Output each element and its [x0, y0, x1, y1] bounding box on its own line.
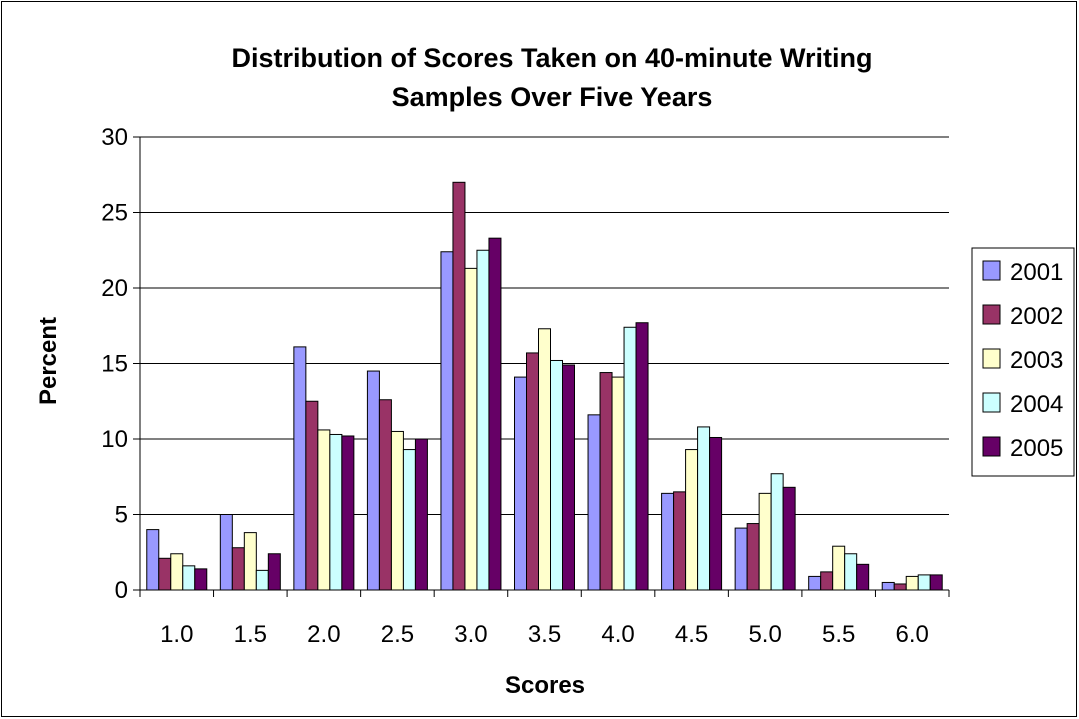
x-tick-label: 3.0 — [454, 621, 487, 648]
legend-swatch-2005 — [982, 436, 1001, 457]
bar-2003-2.0 — [317, 429, 331, 591]
bar-2001-1.0 — [146, 529, 160, 591]
x-tick-label: 6.0 — [896, 621, 929, 648]
bar-2005-4.5 — [709, 436, 723, 591]
bar-2003-2.5 — [390, 430, 404, 591]
bar-2004-3.0 — [476, 249, 490, 591]
bar-2004-2.5 — [402, 449, 416, 591]
bar-2005-3.5 — [562, 364, 575, 591]
bar-2003-1.5 — [243, 532, 257, 591]
bar-2001-2.0 — [293, 346, 307, 591]
bar-2005-3.0 — [488, 237, 502, 591]
chart-title-line-2: Samples Over Five Years — [392, 82, 713, 112]
legend-swatch-2004 — [982, 392, 1001, 413]
bar-2001-4.0 — [587, 414, 601, 591]
chart-title-line-1: Distribution of Scores Taken on 40-minut… — [231, 43, 872, 73]
bar-2002-2.0 — [305, 400, 319, 591]
legend-label-2003: 2003 — [1010, 347, 1063, 374]
legend: 2001 2002 2003 2004 2005 — [971, 247, 1075, 477]
bar-2003-4.5 — [685, 449, 699, 591]
bar-2004-3.5 — [550, 359, 563, 591]
x-tick-label: 4.5 — [675, 621, 708, 648]
x-tick-label: 1.0 — [160, 621, 193, 648]
bar-2005-4.0 — [635, 322, 649, 591]
y-axis-title: Percent — [35, 317, 62, 405]
bars — [146, 181, 943, 591]
bar-2003-5.5 — [832, 545, 846, 591]
bar-2004-1.0 — [182, 565, 196, 591]
y-tick-label: 20 — [101, 275, 128, 302]
legend-label-2005: 2005 — [1010, 435, 1063, 462]
bar-2004-5.5 — [844, 553, 858, 591]
bar-2005-5.5 — [856, 563, 870, 591]
x-tick-label: 2.0 — [307, 621, 340, 648]
bar-2001-3.0 — [440, 251, 454, 591]
x-tick-label: 5.0 — [748, 621, 781, 648]
y-tick-label: 15 — [101, 351, 128, 378]
bar-2002-4.5 — [673, 491, 687, 591]
x-tick-label: 1.5 — [234, 621, 267, 648]
x-tick-label: 2.5 — [381, 621, 414, 648]
bar-2004-5.0 — [770, 473, 784, 591]
bar-2001-4.5 — [661, 492, 675, 591]
bar-2002-4.0 — [599, 372, 613, 591]
y-tick-label: 25 — [101, 200, 128, 227]
bar-2001-1.5 — [219, 514, 233, 591]
bar-2002-3.5 — [526, 352, 539, 591]
legend-label-2001: 2001 — [1010, 259, 1063, 286]
x-tick-label: 3.5 — [528, 621, 561, 648]
bar-2002-2.5 — [378, 399, 392, 591]
bar-2004-2.0 — [329, 433, 343, 591]
legend-label-2002: 2002 — [1010, 303, 1063, 330]
bar-2003-3.0 — [464, 267, 478, 591]
bar-2004-1.5 — [255, 569, 269, 591]
bar-2003-3.5 — [538, 328, 551, 591]
bar-2001-2.5 — [366, 370, 380, 591]
bar-2003-6.0 — [905, 575, 919, 591]
legend-swatch-2001 — [982, 260, 1001, 281]
x-axis-ticks: 1.0 1.5 2.0 2.5 3.0 3.5 4.0 4.5 5.0 5.5 6.0 — [139, 590, 950, 648]
x-tick-label: 4.0 — [601, 621, 634, 648]
x-axis-title: Scores — [505, 672, 585, 699]
bar-2004-6.0 — [917, 574, 931, 591]
bar-2001-6.0 — [881, 581, 895, 591]
bar-2005-2.0 — [341, 435, 355, 591]
x-tick-label: 5.5 — [822, 621, 855, 648]
bar-2002-3.0 — [452, 181, 466, 591]
bar-2001-5.5 — [808, 575, 822, 591]
bar-2002-6.0 — [893, 583, 907, 591]
bar-2005-1.0 — [194, 568, 208, 591]
bar-2002-1.5 — [231, 547, 245, 591]
bar-2002-5.0 — [746, 523, 760, 591]
legend-swatch-2002 — [982, 304, 1001, 325]
bar-2003-4.0 — [611, 376, 625, 591]
bar-2002-5.5 — [820, 571, 834, 591]
bar-2001-3.5 — [514, 376, 527, 591]
bar-2004-4.5 — [697, 426, 711, 591]
bar-2004-4.0 — [623, 326, 637, 591]
legend-label-2004: 2004 — [1010, 391, 1063, 418]
bar-2003-1.0 — [170, 553, 184, 591]
bar-2005-5.0 — [782, 486, 796, 591]
y-tick-label: 10 — [101, 426, 128, 453]
bar-2005-2.5 — [414, 438, 428, 591]
bar-2001-5.0 — [734, 527, 748, 591]
bar-2005-1.5 — [267, 553, 281, 591]
y-tick-label: 0 — [115, 577, 128, 604]
y-tick-label: 30 — [101, 124, 128, 151]
bar-2002-1.0 — [158, 557, 172, 591]
y-axis-ticks: 0 5 10 15 20 25 30 — [101, 124, 140, 604]
bar-2005-6.0 — [929, 574, 943, 591]
y-tick-label: 5 — [115, 502, 128, 529]
legend-swatch-2003 — [982, 348, 1001, 369]
bar-2003-5.0 — [758, 492, 772, 591]
gridlines — [140, 136, 949, 515]
